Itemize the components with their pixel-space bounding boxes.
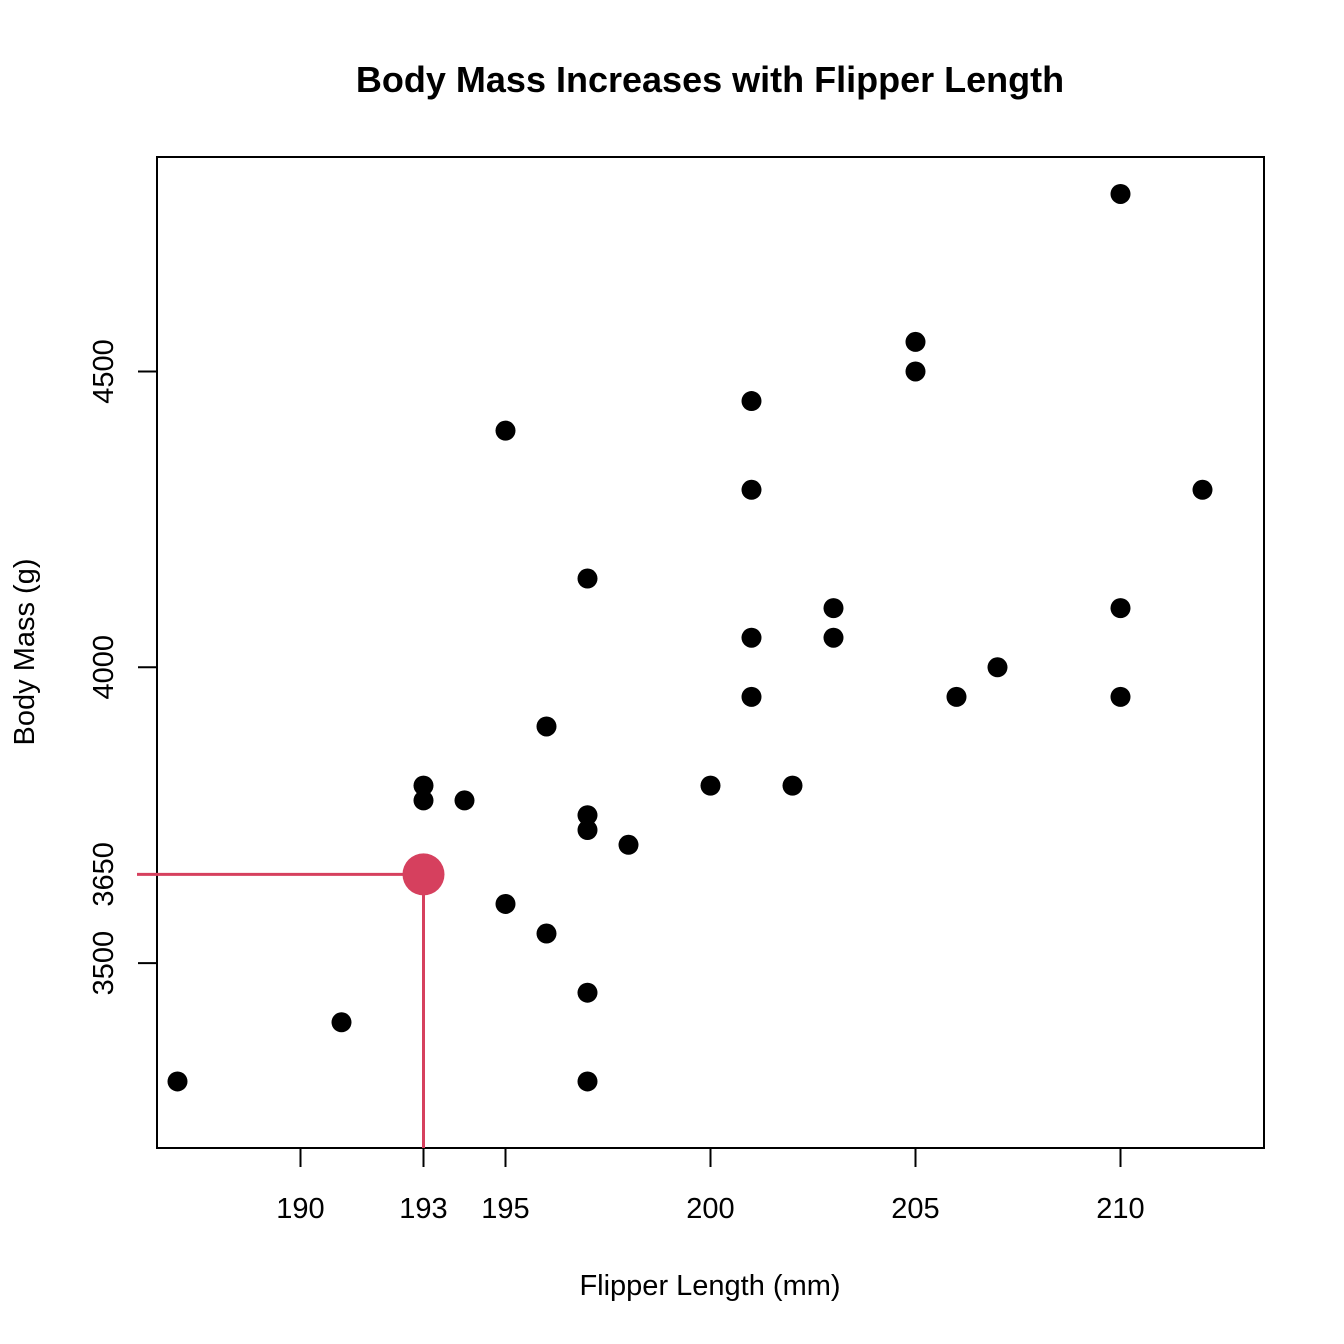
data-point xyxy=(987,657,1008,678)
data-point xyxy=(495,420,516,441)
data-point xyxy=(413,790,434,811)
data-point xyxy=(741,391,762,412)
data-point xyxy=(413,775,434,796)
x-tick-label: 193 xyxy=(399,1193,447,1225)
data-point xyxy=(331,1012,352,1033)
data-point xyxy=(536,923,557,944)
x-axis: 190 193 195 200 205 210 xyxy=(276,1147,1145,1225)
y-tick-label: 4500 xyxy=(88,339,120,404)
x-tick-label: 195 xyxy=(481,1193,529,1225)
data-point xyxy=(577,1071,598,1092)
data-point xyxy=(1110,686,1131,707)
x-tick-label: 200 xyxy=(686,1193,734,1225)
y-tick-label: 4000 xyxy=(88,635,120,700)
data-point xyxy=(536,716,557,737)
data-point xyxy=(782,775,803,796)
data-point xyxy=(905,361,926,382)
plot-frame xyxy=(156,156,1265,1149)
data-point xyxy=(495,893,516,914)
data-point xyxy=(946,686,967,707)
data-point xyxy=(577,568,598,589)
data-point xyxy=(577,805,598,826)
x-tick-label: 190 xyxy=(276,1193,324,1225)
x-axis-label: Flipper Length (mm) xyxy=(579,1270,840,1302)
data-point xyxy=(823,627,844,648)
y-axis-label: Body Mass (g) xyxy=(9,559,41,746)
data-point xyxy=(618,834,639,855)
data-point xyxy=(1110,598,1131,619)
x-tick-label: 205 xyxy=(891,1193,939,1225)
y-tick-label: 3650 xyxy=(88,842,120,907)
data-point xyxy=(823,598,844,619)
data-point xyxy=(454,790,475,811)
data-point xyxy=(577,982,598,1003)
data-point xyxy=(741,627,762,648)
data-point xyxy=(700,775,721,796)
data-point xyxy=(741,479,762,500)
data-point xyxy=(905,331,926,352)
data-point xyxy=(577,819,598,840)
data-points xyxy=(167,183,1213,1092)
data-point xyxy=(1110,183,1131,204)
y-axis: 3500 3650 4000 4500 xyxy=(88,339,158,996)
data-point xyxy=(1192,479,1213,500)
data-point xyxy=(167,1071,188,1092)
data-point xyxy=(741,686,762,707)
y-tick-label: 3500 xyxy=(88,931,120,996)
highlight-point xyxy=(402,853,445,896)
chart-title: Body Mass Increases with Flipper Length xyxy=(356,59,1064,100)
x-tick-label: 210 xyxy=(1096,1193,1144,1225)
highlight-guides xyxy=(137,872,425,1148)
